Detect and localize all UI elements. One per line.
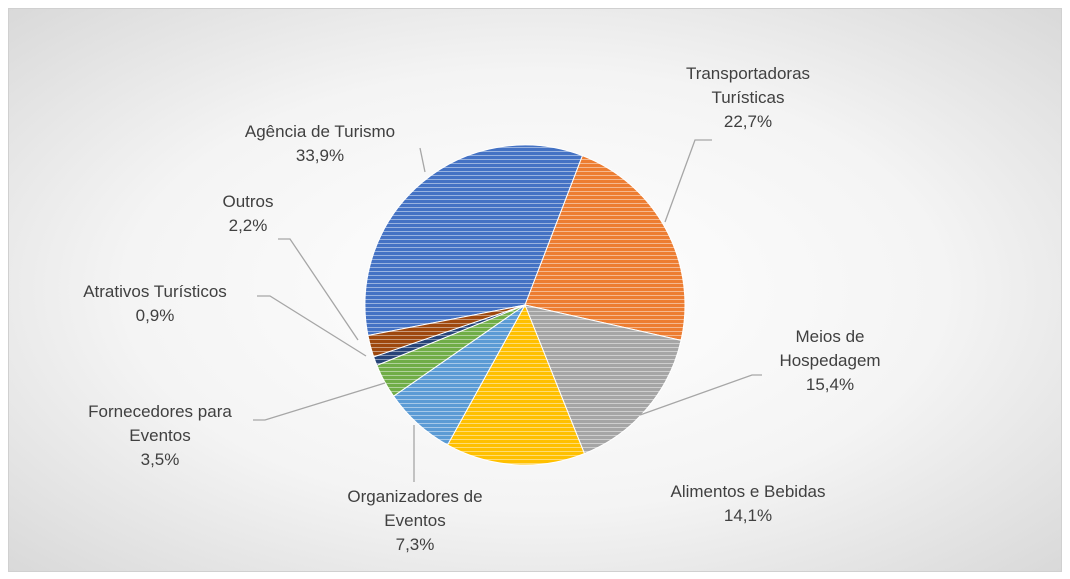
pie-slice <box>524 155 686 341</box>
pie-slice <box>446 303 586 466</box>
value-label: 33,9% <box>295 146 345 165</box>
data-label: Organizadores de Eventos 7,3% <box>320 485 510 557</box>
pie-slice <box>367 304 526 358</box>
leader-line <box>639 374 762 416</box>
category-label: Transportadoras Turísticas <box>685 64 811 107</box>
data-label: Transportadoras Turísticas 22,7% <box>668 62 828 134</box>
category-label: Outros <box>222 192 274 211</box>
category-label: Alimentos e Bebidas <box>670 482 826 501</box>
leader-line <box>664 139 712 223</box>
value-label: 14,1% <box>723 506 773 525</box>
data-label: Agência de Turismo 33,9% <box>210 120 430 168</box>
pie-slice <box>524 304 682 455</box>
data-label: Outros 2,2% <box>198 190 298 238</box>
data-label: Alimentos e Bebidas 14,1% <box>648 480 848 528</box>
category-label: Organizadores de Eventos <box>347 487 483 530</box>
data-label: Atrativos Turísticos 0,9% <box>55 280 255 328</box>
data-label: Meios de Hospedagem 15,4% <box>760 325 900 397</box>
leader-line <box>278 238 359 341</box>
category-label: Meios de Hospedagem <box>779 327 881 370</box>
leader-line <box>419 147 426 173</box>
leader-line <box>257 295 367 357</box>
value-label: 22,7% <box>723 112 773 131</box>
pie-slice <box>364 144 584 337</box>
category-label: Agência de Turismo <box>244 122 396 141</box>
value-label: 15,4% <box>805 375 855 394</box>
leader-line <box>253 382 386 421</box>
value-label: 0,9% <box>135 306 175 325</box>
category-label: Atrativos Turísticos <box>83 282 227 301</box>
value-label: 2,2% <box>228 216 268 235</box>
data-label: Fornecedores para Eventos 3,5% <box>60 400 260 472</box>
category-label: Fornecedores para Eventos <box>88 402 232 445</box>
value-label: 3,5% <box>140 450 180 469</box>
value-label: 7,3% <box>395 535 435 554</box>
